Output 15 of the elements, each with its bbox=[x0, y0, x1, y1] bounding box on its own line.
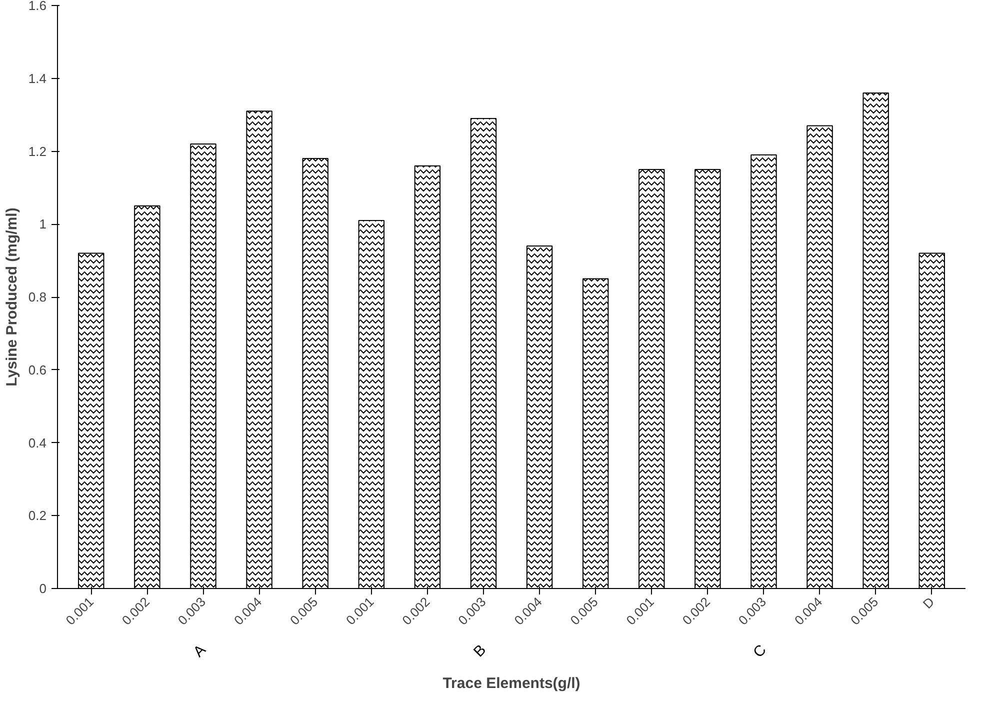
text: B bbox=[470, 641, 490, 661]
x-axis-title: Trace Elements(g/l) bbox=[442, 675, 580, 692]
y-tick-label: 1.6 bbox=[28, 0, 47, 13]
y-tick-label: 0.2 bbox=[28, 508, 47, 524]
text: C bbox=[750, 641, 770, 662]
y-tick-label: 0.6 bbox=[28, 362, 47, 378]
y-axis-title: Lysine Produced (mg/ml) bbox=[3, 208, 20, 386]
y-tick-label: 0 bbox=[39, 581, 47, 596]
y-tick-label: 1 bbox=[39, 216, 47, 232]
y-tick-label: 1.2 bbox=[28, 144, 47, 159]
y-tick-label: 1.4 bbox=[28, 70, 47, 86]
x-tick-label: D bbox=[920, 594, 938, 612]
text: A bbox=[190, 641, 210, 661]
y-tick-label: 0.4 bbox=[28, 435, 47, 450]
y-tick-label: 0.8 bbox=[28, 290, 47, 304]
